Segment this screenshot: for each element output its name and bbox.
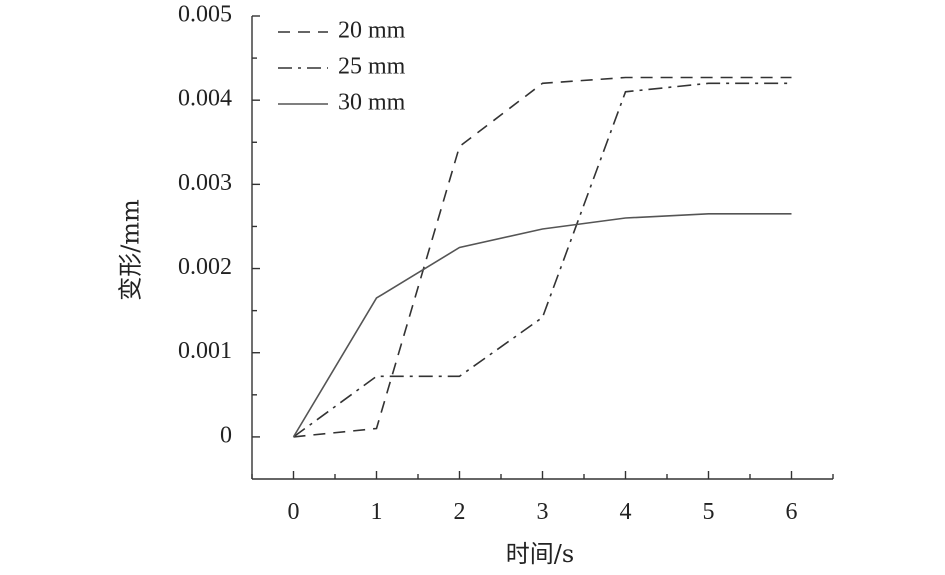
x-tick-label: 3	[537, 499, 549, 525]
x-axis-title: 时间/s	[506, 540, 574, 568]
y-tick-label: 0.003	[178, 170, 232, 196]
y-tick-label: 0	[220, 422, 232, 448]
x-tick-label: 6	[786, 499, 798, 525]
legend-label: 30 mm	[338, 90, 406, 116]
x-tick-label: 0	[288, 499, 300, 525]
series-line-1	[293, 76, 792, 438]
series-line-3	[292, 213, 792, 438]
legend-label: 20 mm	[338, 18, 406, 44]
x-tick-label: 5	[703, 499, 715, 525]
plot-area	[251, 16, 833, 480]
x-axis-ticks: 0 1 2 3 4 5 6	[251, 471, 834, 525]
series-line-2	[293, 82, 792, 438]
y-axis-ticks: 0 0.001 0.002 0.003 0.004 0.005	[178, 2, 260, 448]
series-lines	[292, 76, 792, 438]
y-tick-label: 0.004	[178, 86, 232, 112]
y-tick-label: 0.002	[178, 254, 232, 280]
legend-label: 25 mm	[338, 54, 406, 80]
legend: 20 mm 25 mm 30 mm	[278, 18, 406, 116]
x-tick-label: 2	[454, 499, 466, 525]
y-axis-title: 变形/mm	[117, 199, 145, 301]
y-tick-label: 0.001	[178, 338, 232, 364]
x-tick-label: 1	[371, 499, 383, 525]
y-tick-label: 0.005	[178, 2, 232, 28]
x-tick-label: 4	[620, 499, 632, 525]
